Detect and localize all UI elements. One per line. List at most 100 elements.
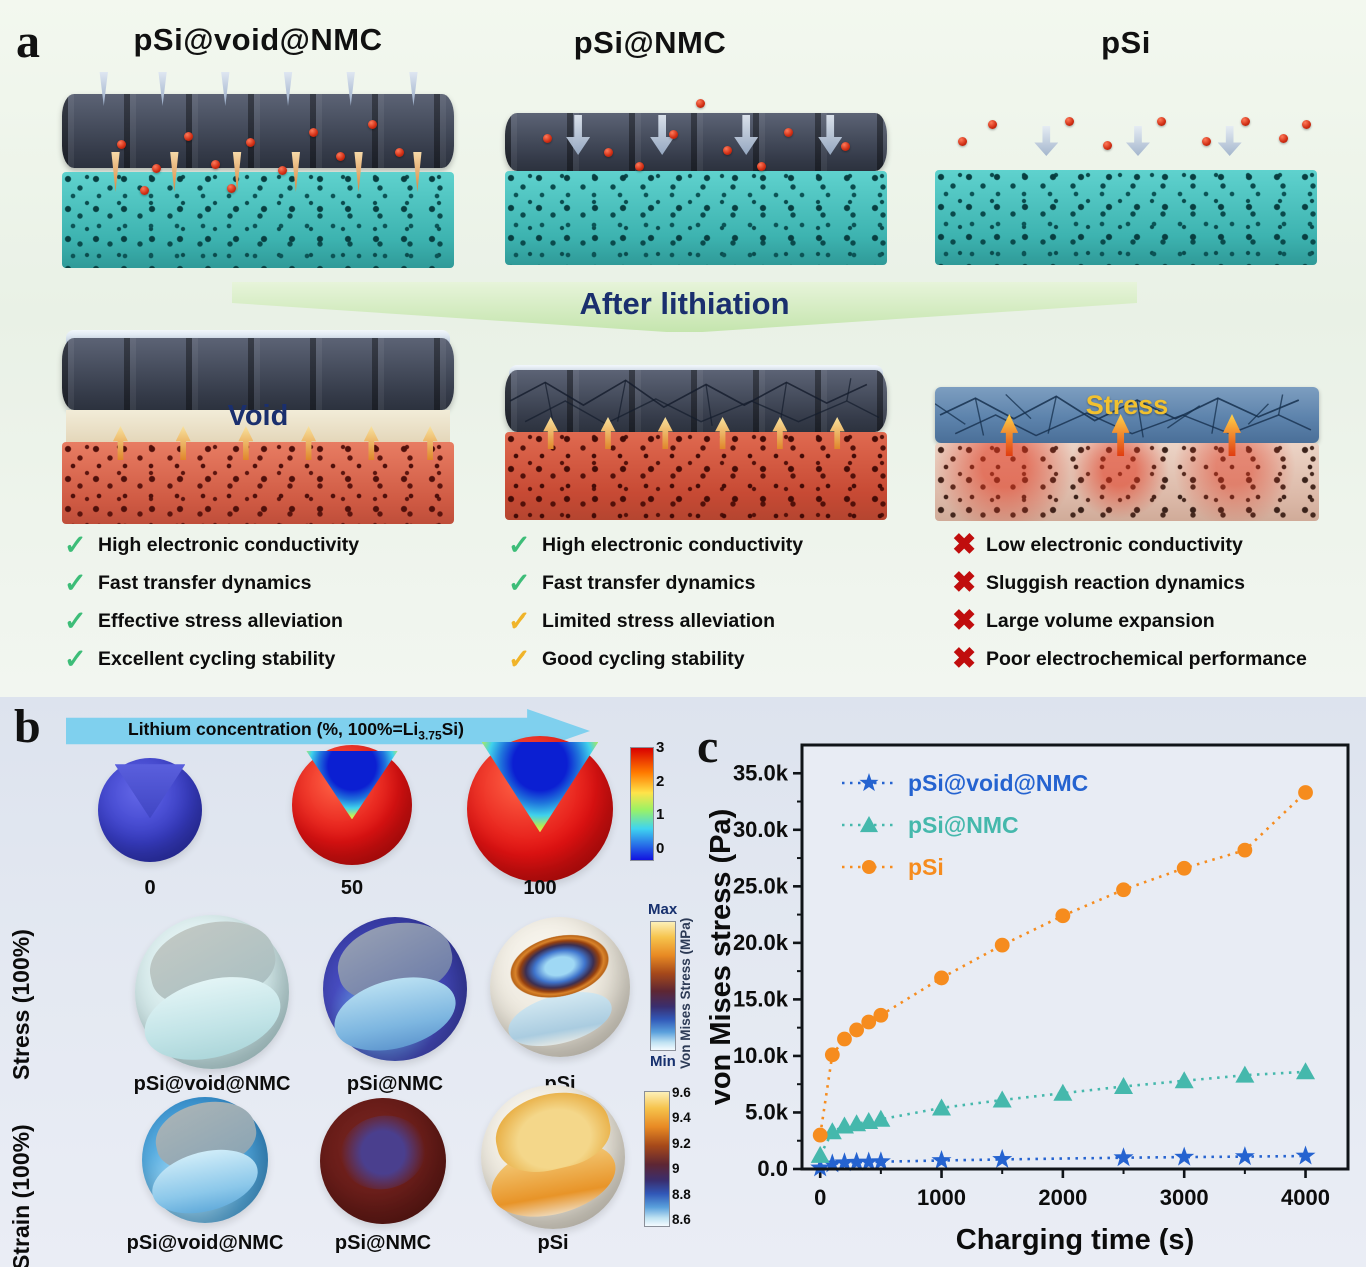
- svg-text:15.0k: 15.0k: [733, 986, 789, 1011]
- tick-label: 3: [656, 739, 665, 756]
- svg-text:pSi@NMC: pSi@NMC: [908, 812, 1019, 838]
- checklist-psi-nmc: ✓ High electronic conductivity ✓ Fast tran…: [508, 530, 803, 673]
- stress-arrows-up: [935, 414, 1319, 456]
- nmc-layer: [62, 338, 454, 410]
- tick-label: 1: [656, 806, 665, 824]
- lithiated-porous-silicon: [935, 443, 1319, 521]
- colorbar-von-mises-stress: [650, 921, 676, 1051]
- svg-text:0.0: 0.0: [757, 1156, 788, 1181]
- list-item-text: Effective stress alleviation: [98, 610, 343, 632]
- illustration-psi-void-nmc-pristine: [62, 72, 454, 272]
- column-title-psi-void-nmc: pSi@void@NMC: [133, 22, 383, 57]
- list-item-text: Good cycling stability: [542, 648, 745, 670]
- colorbar-strain: [644, 1091, 670, 1227]
- sphere-concentration-100: [467, 736, 613, 882]
- crack-pattern: [509, 378, 880, 426]
- stress-row-label: Stress (100%): [8, 929, 34, 1080]
- list-item: ✖ Low electronic conductivity: [952, 531, 1307, 560]
- checklist-psi-void-nmc: ✓ High electronic conductivity ✓ Fast tran…: [64, 532, 359, 673]
- colorbar-concentration: [630, 747, 654, 861]
- list-item-text: Large volume expansion: [986, 610, 1215, 632]
- von-mises-stress-chart: 0 1000 2000 3000 4000 0.0 5.0k 10.0k 15.0k 20.0k 2…: [705, 743, 1350, 1256]
- panel-c-label: c: [697, 720, 719, 773]
- li-flux-arrows-through-void: [62, 152, 454, 192]
- lithiated-porous-silicon: [62, 442, 454, 524]
- tick-label: 0: [656, 839, 665, 857]
- svg-text:4000: 4000: [1281, 1185, 1330, 1210]
- stress-arrows-up: [62, 426, 454, 460]
- stress-arrows-up: [505, 417, 887, 449]
- strain-row-label: Strain (100%): [8, 1124, 34, 1267]
- lithium-concentration-label: Lithium concentration (%, 100%=Li3.75Si): [66, 719, 526, 743]
- colorbar-strain-ticks: 9.6 9.4 9.2 9 8.8 8.6: [672, 1085, 691, 1227]
- check-icon: ✓: [508, 568, 531, 598]
- illustration-psi-lithiated: Stress: [935, 382, 1319, 522]
- check-icon: ✓: [508, 530, 531, 560]
- svg-text:25.0k: 25.0k: [733, 873, 789, 898]
- svg-text:10.0k: 10.0k: [733, 1043, 789, 1068]
- tick-label: 9.2: [672, 1135, 691, 1151]
- list-item-text: Limited stress alleviation: [542, 610, 776, 632]
- list-item: ✖ Poor electrochemical performance: [952, 643, 1307, 675]
- sphere-stress-psi-void-nmc: [135, 909, 289, 1074]
- svg-text:3000: 3000: [1160, 1185, 1209, 1210]
- svg-text:Charging time (s): Charging time (s): [956, 1224, 1194, 1256]
- sphere-concentration-0: [98, 758, 202, 862]
- list-item-text: Fast transfer dynamics: [98, 572, 312, 594]
- porous-silicon-layer: [935, 170, 1317, 265]
- illustration-psi-void-nmc-lithiated: Void: [62, 330, 454, 525]
- tick-label: 9.6: [672, 1085, 691, 1100]
- porous-silicon-layer: [505, 171, 887, 265]
- sphere-label: pSi@NMC: [334, 1232, 432, 1254]
- cross-icon: ✖: [952, 643, 977, 675]
- panel-b-c: b Lithium concentration (%, 100%=Li3.75S…: [0, 697, 1366, 1267]
- cracked-lithiated-shell: [935, 387, 1319, 443]
- list-item: ✓ Excellent cycling stability: [64, 646, 359, 673]
- svg-text:0: 0: [814, 1185, 826, 1210]
- list-item-text: Excellent cycling stability: [98, 648, 336, 670]
- list-item: ✓ Effective stress alleviation: [64, 606, 359, 636]
- li-ion-dots: [935, 100, 1317, 270]
- svg-text:30.0k: 30.0k: [733, 817, 789, 842]
- nmc-layer: [62, 94, 454, 168]
- list-item-text: Fast transfer dynamics: [542, 572, 756, 594]
- svg-text:20.0k: 20.0k: [733, 930, 789, 955]
- tick-label: 8.6: [672, 1211, 691, 1227]
- partial-check-icon: ✓: [508, 646, 542, 673]
- cross-icon: ✖: [952, 605, 977, 637]
- li-ion-dots: [62, 72, 454, 272]
- li-flux-arrows-down: [505, 115, 887, 155]
- sphere-concentration-50: [292, 745, 412, 865]
- list-item-text: Poor electrochemical performance: [986, 648, 1307, 670]
- tick-label: 9.4: [672, 1110, 691, 1126]
- sphere-stress-psi: [490, 911, 630, 1057]
- li-flux-arrows-down: [62, 72, 454, 106]
- concentration-0-label: 0: [144, 877, 156, 899]
- list-item-text: Sluggish reaction dynamics: [986, 572, 1245, 594]
- column-title-psi-nmc: pSi@NMC: [573, 25, 727, 60]
- sphere-strain-psi-void-nmc: [142, 1092, 268, 1225]
- label-text: Lithium concentration (%, 100%=Li: [128, 719, 419, 739]
- list-item: ✓ Limited stress alleviation: [508, 608, 803, 635]
- void-gap: [65, 410, 451, 442]
- panel-a-label: a: [16, 15, 40, 68]
- stress-label: Stress: [1085, 390, 1169, 420]
- sphere-label: pSi@NMC: [346, 1073, 444, 1095]
- tick-label: 9: [672, 1161, 680, 1177]
- list-item-text: Low electronic conductivity: [986, 534, 1243, 556]
- check-icon: ✓: [64, 606, 87, 636]
- svg-text:35.0k: 35.0k: [733, 760, 789, 785]
- sphere-strain-psi: [481, 1081, 625, 1230]
- colorbar-axis-label: Von Mises Stress (MPa): [678, 917, 693, 1069]
- list-item: ✖ Sluggish reaction dynamics: [952, 569, 1307, 598]
- porous-silicon-layer: [62, 172, 454, 268]
- illustration-psi-pristine: [935, 100, 1317, 270]
- li-ion-dots: [505, 95, 887, 270]
- illustration-psi-nmc-pristine: [505, 95, 887, 270]
- partial-check-icon: ✓: [508, 608, 542, 635]
- label-subscript: 3.75: [418, 728, 442, 743]
- concentration-100-label: 100: [523, 877, 557, 899]
- list-item: ✓ High electronic conductivity: [64, 532, 359, 559]
- sphere-label: pSi@void@NMC: [133, 1073, 291, 1095]
